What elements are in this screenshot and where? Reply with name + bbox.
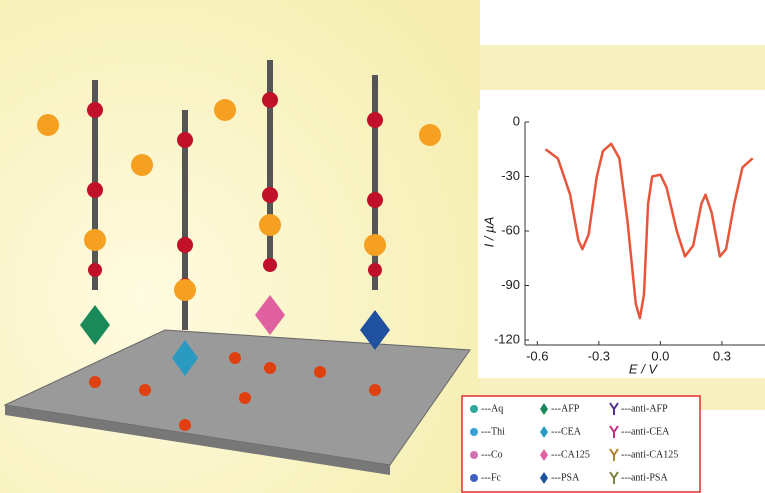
x-axis-label: E / V [629,361,659,376]
y-tick-label: -60 [501,222,520,237]
legend-icon [470,428,478,436]
legend-icon [470,474,478,482]
legend-label: ---Co [481,449,503,460]
legend-label: ---Thi [481,426,505,437]
legend-label: ---anti-CEA [621,426,670,437]
y-axis-label: I / µA [481,217,496,248]
x-tick-label: -0.6 [526,348,548,363]
legend-label: ---Fc [481,472,502,483]
x-tick-label: 0.0 [651,348,669,363]
legend-label: ---CEA [551,426,582,437]
x-tick-label: -0.3 [588,348,610,363]
legend-label: ---AFP [551,403,580,414]
y-tick-label: 0 [513,113,520,128]
band [480,45,765,90]
legend-label: ---anti-CA125 [621,449,678,460]
legend-label: ---PSA [551,472,580,483]
figure: E / V I / µA 0 -30 -60 -90 -120 -0.6 -0.3 0.0 0.… [0,0,765,493]
y-tick-label: -120 [494,331,520,346]
x-tick-label: 0.3 [713,348,731,363]
legend-icon [470,405,478,413]
chart-panel [478,110,765,378]
y-tick-label: -90 [501,277,520,292]
y-tick-label: -30 [501,168,520,183]
legend-label: ---anti-PSA [621,472,668,483]
legend-icon [470,451,478,459]
legend-label: ---anti-AFP [621,403,668,414]
legend-label: ---Aq [481,403,503,414]
legend-label: ---CA125 [551,449,590,460]
